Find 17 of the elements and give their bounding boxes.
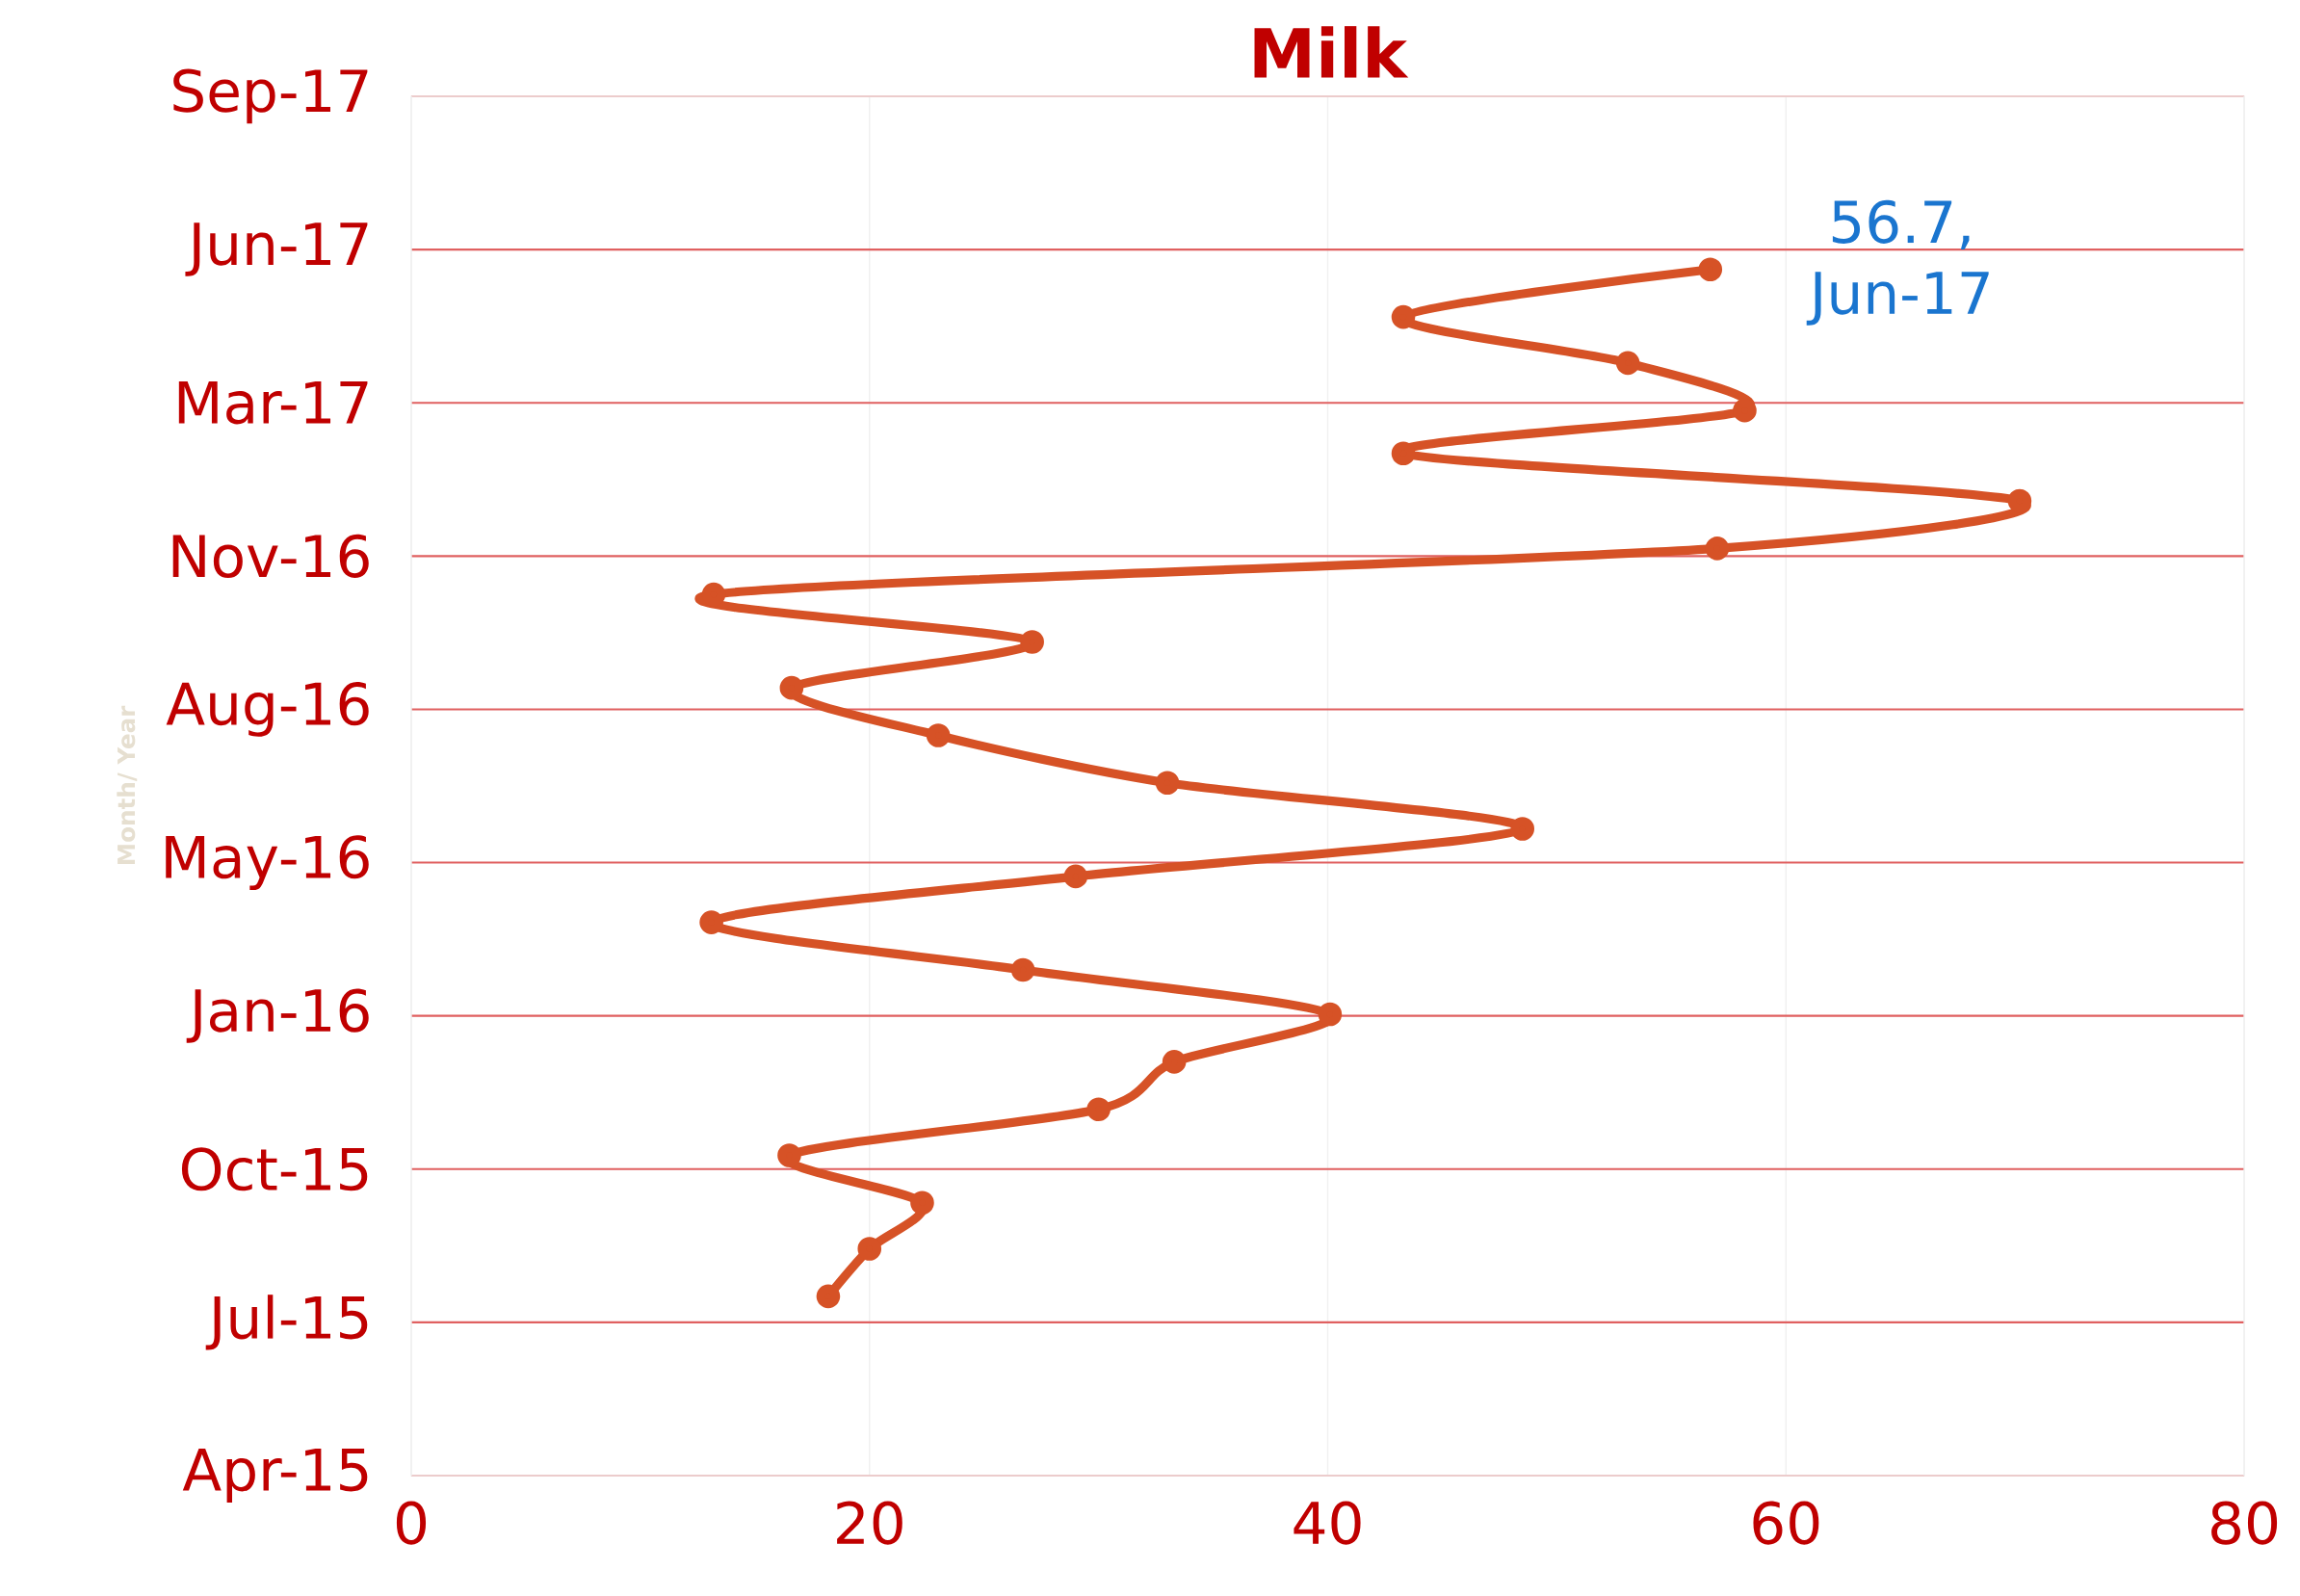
y-tick-label: Jun-17 [185, 222, 368, 276]
y-tick-label: Nov-16 [172, 534, 369, 578]
x-tick-label: 60 [1753, 1501, 1819, 1545]
y-tick-label: Sep-17 [173, 68, 368, 124]
y-tick-label: Jan-16 [186, 988, 369, 1043]
x-tick-label: 40 [1294, 1501, 1361, 1545]
y-tick-label: Mar-17 [178, 381, 368, 425]
y-tick-label: May-16 [166, 835, 369, 890]
y-tick-label: Apr-15 [182, 1449, 368, 1503]
x-tick-label: 20 [837, 1501, 902, 1545]
y-tick-label: Aug-16 [166, 682, 369, 737]
chart-title: Milk [1254, 26, 1409, 78]
x-tick-label: 0 [396, 1501, 427, 1545]
y-tick-label: Oct-15 [181, 1147, 368, 1191]
y-tick-label: Jul-15 [205, 1295, 368, 1350]
annotation: 56.7, Jun-17 [1806, 199, 1989, 326]
x-tick-label: 80 [2211, 1501, 2278, 1545]
